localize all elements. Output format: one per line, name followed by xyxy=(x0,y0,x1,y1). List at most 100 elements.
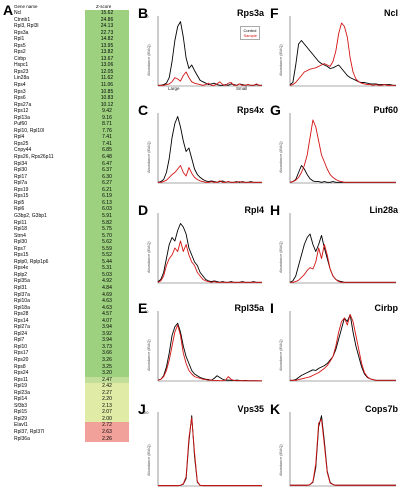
zscore-cell-bg xyxy=(85,271,129,279)
zscore-cell: 6.03 xyxy=(102,206,112,213)
axis-lines xyxy=(157,113,262,184)
zscore-cell: 2.42 xyxy=(102,383,112,390)
zscore-cell: 12.05 xyxy=(100,68,114,75)
zscore-cell-bg xyxy=(85,147,129,155)
panel-letter-h: H xyxy=(270,202,281,218)
zscore-cell-bg xyxy=(85,199,129,207)
table-row: Rps6 10.83 xyxy=(14,95,129,102)
table-row: Rps11 2.47 xyxy=(14,376,129,384)
gene-name-cell: Rps17 xyxy=(14,350,29,357)
series-line-control xyxy=(289,165,396,183)
chart-title: Cirbp xyxy=(374,303,399,313)
gene-name-cell: Rps4x xyxy=(14,265,29,272)
zscore-cell-bg xyxy=(85,55,129,63)
gene-name-cell: Cnpy44 xyxy=(14,147,32,154)
gene-name-cell: Rps3 xyxy=(14,88,26,95)
zscore-cell: 6.21 xyxy=(102,186,112,193)
table-row: Lin28a 11.62 xyxy=(14,75,129,83)
y-axis-label: Abundance (iBAQ) xyxy=(147,141,151,173)
zscore-cell: 4.63 xyxy=(102,298,112,305)
zscore-cell: 2.20 xyxy=(102,396,112,403)
gene-name-cell: Rps19 xyxy=(14,186,29,193)
gene-name-cell: Rpl23a xyxy=(14,389,30,396)
table-row: Rps25 7.41 xyxy=(14,140,129,148)
zscore-cell-bg xyxy=(85,88,129,96)
zscore-cell-bg xyxy=(85,10,129,17)
gene-name-cell: Rps28 xyxy=(14,311,29,318)
gene-name-cell: Rpl24 xyxy=(14,330,28,337)
table-row: Rps2 13.82 xyxy=(14,49,129,56)
zscore-cell: 6.37 xyxy=(102,167,112,174)
y-axis-label: Abundance (iBAQ) xyxy=(279,44,283,76)
zscore-cell-bg xyxy=(85,114,129,122)
legend-control: Control xyxy=(243,28,257,33)
zscore-cell-bg xyxy=(85,383,129,390)
zscore-cell-bg xyxy=(85,160,129,168)
gene-name-cell: Rps8 xyxy=(14,363,26,370)
chart-j: Vps35 20 Abundance (iBAQ) xyxy=(144,402,264,492)
chart-svg xyxy=(289,113,396,184)
zscore-cell: 2.47 xyxy=(102,376,112,383)
chart-legend: Control Sample xyxy=(240,26,260,40)
gene-name-cell: Rpl37, Rpl37l xyxy=(14,429,45,435)
chart-c: Rps4x Abundance (iBAQ) xyxy=(147,103,264,189)
series-line-sample xyxy=(157,240,262,283)
table-row: Cirbp 13.67 xyxy=(14,55,129,63)
zscore-cell-bg xyxy=(85,396,129,403)
gene-name-cell: Rplp0, Rplp1p6 xyxy=(14,258,49,265)
zscore-cell-bg xyxy=(85,167,129,174)
y-axis-label: Abundance (iBAQ) xyxy=(279,141,283,173)
zscore-table: Gene name Z-score Ncl 15.62 Ctnnb1 24.86 Rpl… xyxy=(14,4,129,443)
gene-name-cell: Rps25 xyxy=(14,140,29,147)
zscore-cell: 5.82 xyxy=(102,219,112,226)
axis-lines xyxy=(289,213,396,284)
zscore-cell-bg xyxy=(85,298,129,305)
axis-lines xyxy=(157,16,262,87)
gene-name-cell: Rps2 xyxy=(14,49,26,56)
table-row: Rps20 3.26 xyxy=(14,356,129,364)
zscore-cell-bg xyxy=(85,324,129,331)
zscore-cell: 6.27 xyxy=(102,180,112,187)
gene-name-cell: Puf60 xyxy=(14,121,28,128)
zscore-cell: 3.20 xyxy=(102,370,112,377)
table-row: G3bp2, G3bp1 5.91 xyxy=(14,212,129,220)
table-row: Rps23 12.05 xyxy=(14,68,129,76)
zscore-cell: 7.41 xyxy=(102,140,112,147)
zscore-cell-bg xyxy=(85,258,129,266)
zscore-cell: 10.85 xyxy=(100,88,114,95)
gene-name-cell: Rps3a xyxy=(14,29,29,36)
table-row: Rps8 3.25 xyxy=(14,363,129,371)
chart-svg xyxy=(157,311,262,382)
table-row: Rps3a 22.73 xyxy=(14,29,129,37)
chart-title: Rps4x xyxy=(236,105,264,115)
y-max-tick-label: 40 xyxy=(144,309,149,314)
zscore-cell-bg xyxy=(85,284,129,292)
table-row: Rpl36a 2.26 xyxy=(14,435,129,443)
table-row: Rpl14 2.20 xyxy=(14,396,129,403)
panel-letter-b: B xyxy=(138,5,149,21)
series-line-sample xyxy=(158,417,262,487)
axis-lines xyxy=(289,311,396,382)
zscore-cell: 6.85 xyxy=(102,147,112,154)
table-row: Cnpy44 6.85 xyxy=(14,147,129,155)
table-row: Rps7 5.59 xyxy=(14,245,129,253)
y-axis-label: Abundance (iBAQ) xyxy=(147,444,151,476)
y-axis-label: Abundance (iBAQ) xyxy=(147,241,151,273)
zscore-cell: 13.95 xyxy=(100,42,114,49)
zscore-cell: 7.41 xyxy=(102,134,112,141)
zscore-cell: 11.06 xyxy=(100,82,114,89)
zscore-cell: 7.76 xyxy=(102,127,112,134)
chart-svg xyxy=(289,16,396,87)
series-line-control xyxy=(290,415,396,486)
table-row: Rpl30 5.62 xyxy=(14,239,129,246)
gene-name-cell: Rpl27a xyxy=(14,324,30,331)
zscore-cell-bg xyxy=(85,278,129,285)
table-row: Rpl37, Rpl37l 2.63 xyxy=(14,429,129,436)
gene-name-cell: Cirbp xyxy=(14,55,26,62)
chart-i: Cirbp Abundance (iBAQ) xyxy=(279,301,399,387)
zscore-cell: 6.19 xyxy=(102,193,112,200)
zscore-cell-bg xyxy=(85,219,129,227)
table-row: Rpl27a 3.94 xyxy=(14,324,129,331)
zscore-cell-bg xyxy=(85,101,129,109)
gene-name-cell: Ncl xyxy=(14,10,22,16)
